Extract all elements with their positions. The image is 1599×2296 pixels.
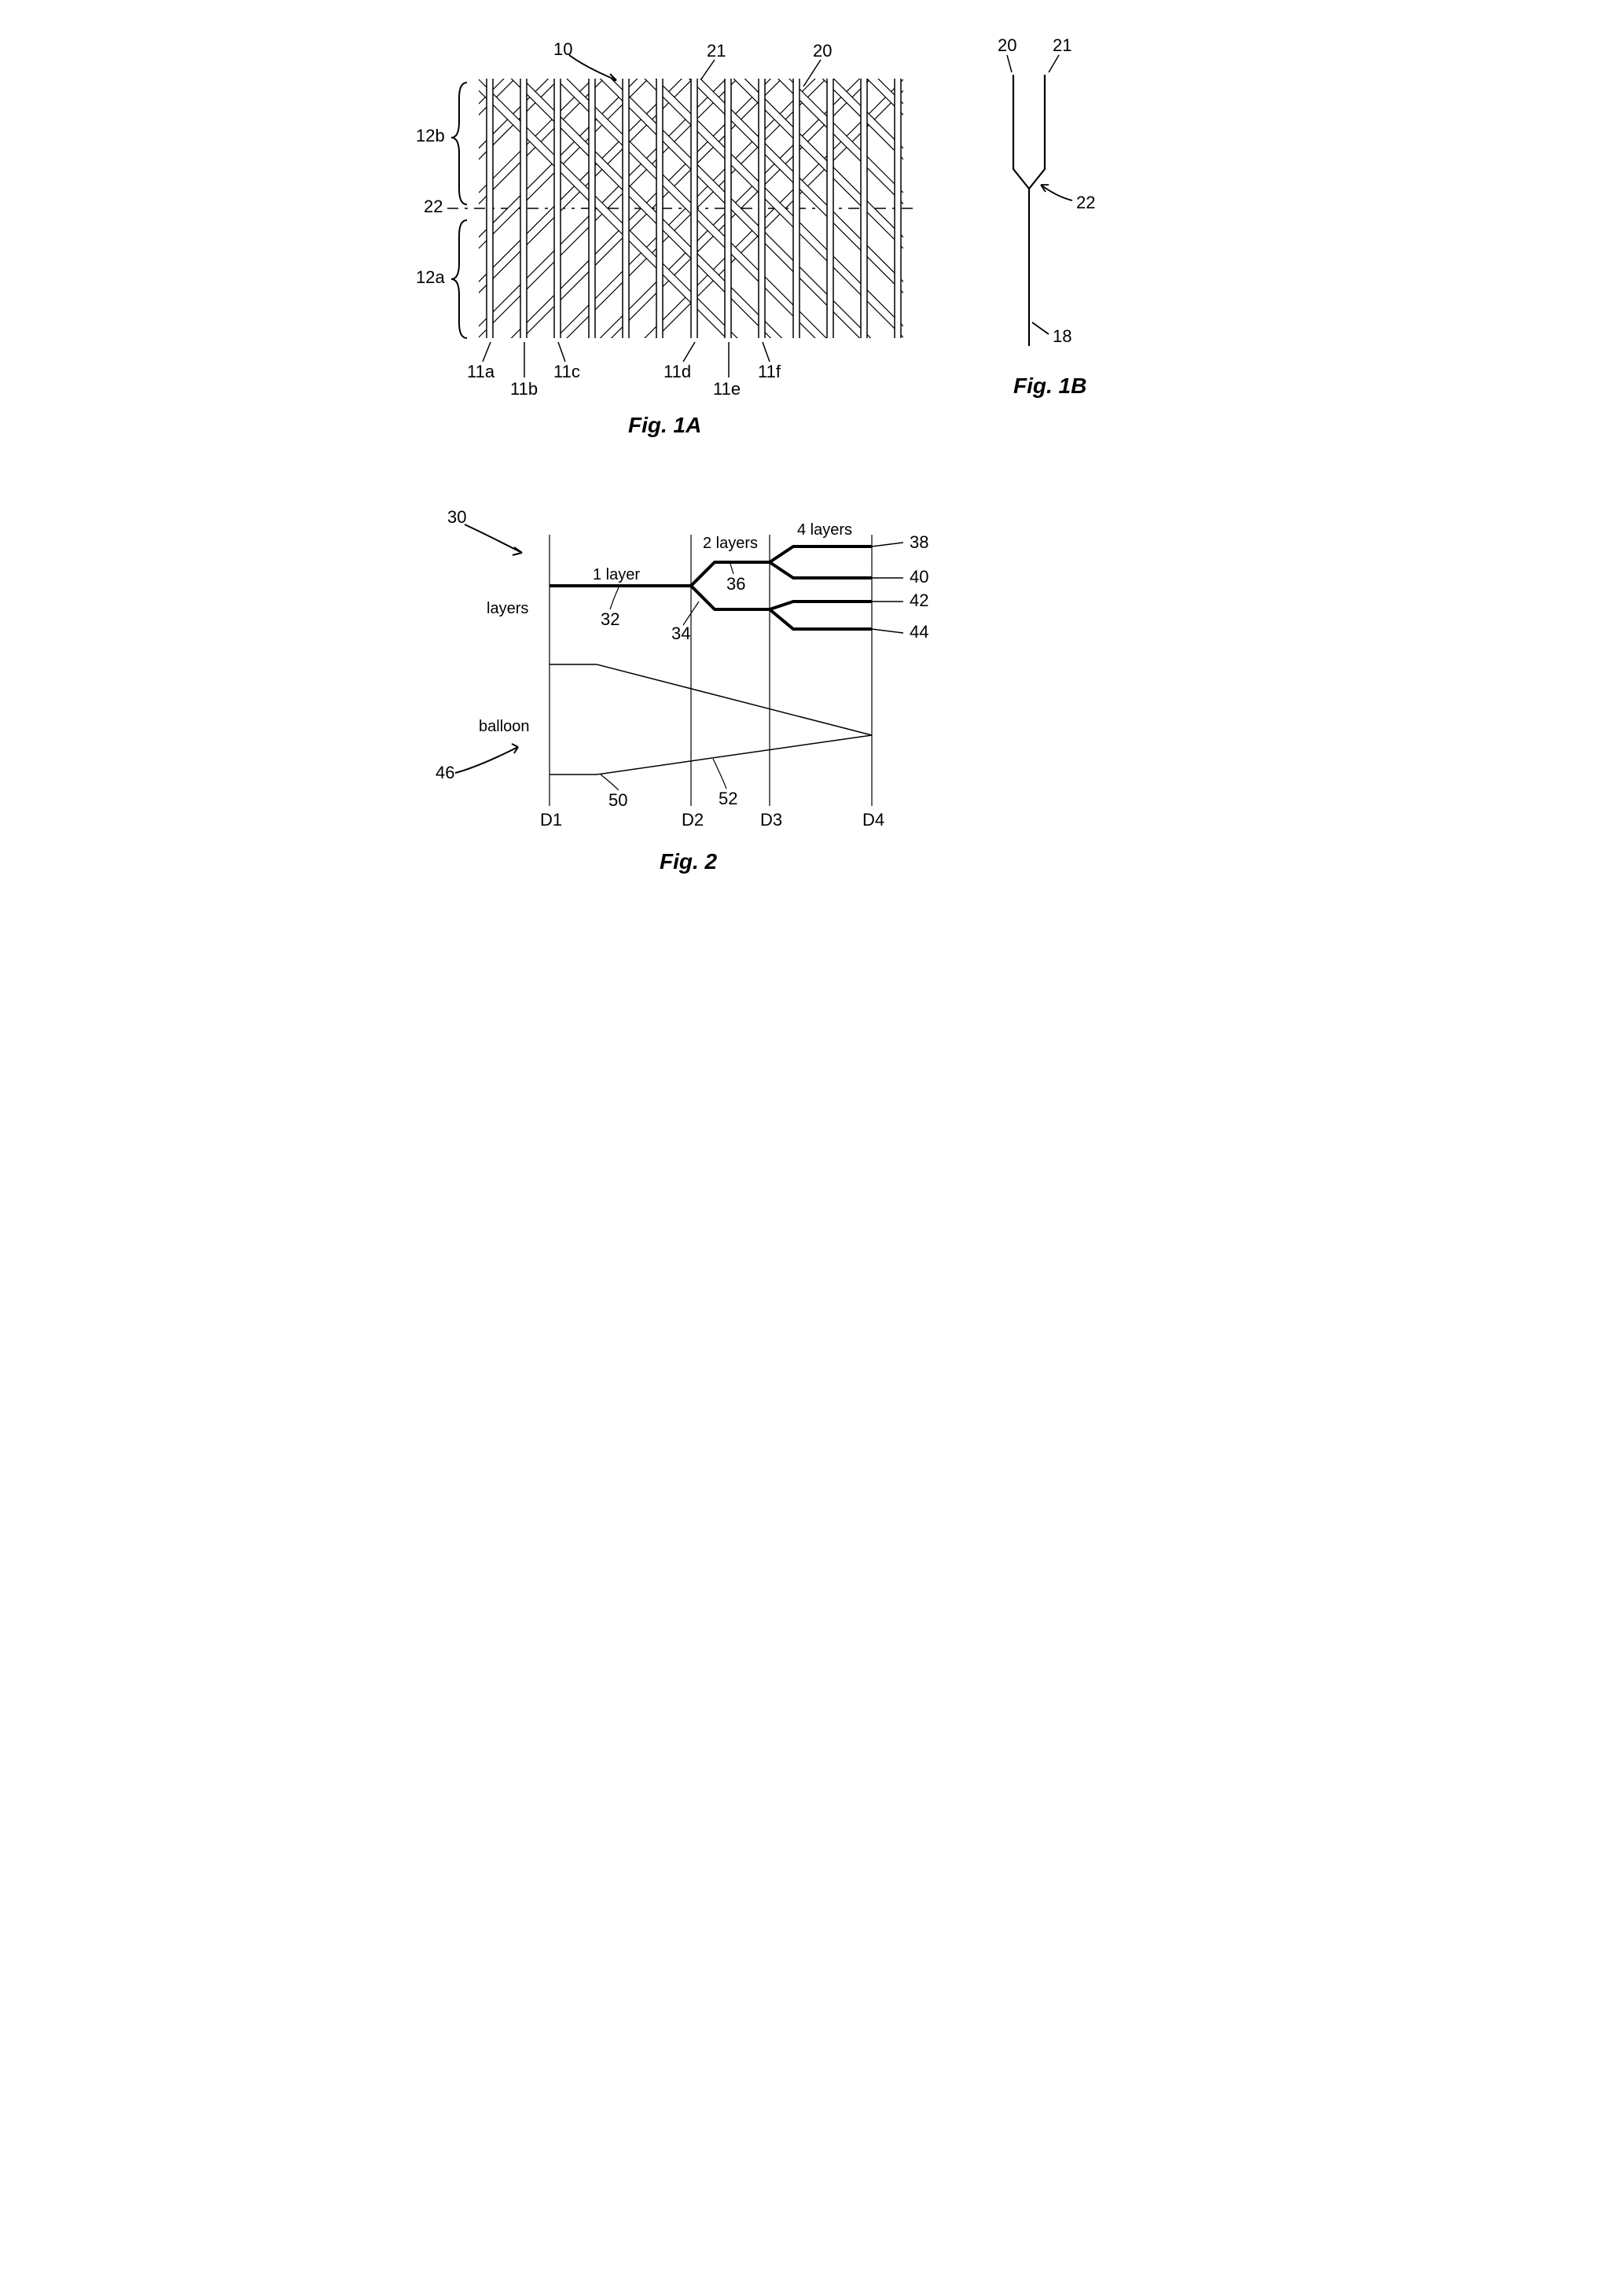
label-d3: D3 [760,810,782,830]
label-11c: 11c [553,362,580,381]
text-4layers: 4 layers [797,521,852,539]
label-11a: 11a [467,362,495,381]
label-22: 22 [424,197,443,216]
brace-12a [451,220,467,338]
arrow-30 [465,524,522,553]
label-36: 36 [726,574,745,594]
label-d4: D4 [862,810,884,830]
label-21: 21 [707,41,726,61]
label-42: 42 [910,591,928,610]
label-32: 32 [601,609,619,629]
label-d2: D2 [682,810,704,830]
label-d1: D1 [540,810,562,830]
label-11f: 11f [758,362,781,381]
fork-left [1013,75,1029,189]
fig1a-container: 10 21 20 12b 12a 22 [400,31,935,444]
leader-11a [483,342,491,362]
label-44: 44 [910,622,928,642]
fig2-container: 30 D1 D2 D3 D4 1 layer 2 layers 4 layers… [400,491,1200,904]
fig1a-caption: Fig. 1A [628,413,701,437]
label-38: 38 [910,532,928,552]
fig1a-svg: 10 21 20 12b 12a 22 [400,31,935,440]
fig1b-container: 20 21 22 18 Fig. 1B [966,31,1155,444]
label-12b: 12b [416,126,445,145]
brace-12b [451,83,467,204]
leader-21b [1049,55,1059,72]
leader-11c [558,342,565,362]
fig2-svg: 30 D1 D2 D3 D4 1 layer 2 layers 4 layers… [400,491,998,900]
label-22b: 22 [1076,193,1095,212]
text-balloon: balloon [479,718,530,735]
label-21b: 21 [1053,35,1072,55]
leader-36 [730,564,733,574]
leader-18 [1032,322,1049,334]
leader-11d [683,342,695,362]
layers-graph [550,546,872,629]
label-11e: 11e [713,379,741,399]
leader-50 [601,775,619,790]
row-fig1: 10 21 20 12b 12a 22 [400,31,1200,444]
fork-right [1029,75,1045,189]
leader-20b [1007,55,1012,72]
label-18: 18 [1053,326,1072,346]
label-11d: 11d [663,362,691,381]
label-34: 34 [671,624,690,643]
leader-52 [713,759,726,789]
label-20b: 20 [998,35,1016,55]
label-12a: 12a [416,267,445,287]
leader-32 [610,587,619,609]
text-2layers: 2 layers [703,535,758,552]
page-container: 10 21 20 12b 12a 22 [400,31,1200,904]
fig1b-caption: Fig. 1B [1013,373,1086,398]
label-40: 40 [910,567,928,587]
text-layers: layers [487,600,528,617]
arrow-10 [569,55,616,80]
fig2-caption: Fig. 2 [660,849,718,874]
text-1layer: 1 layer [593,566,640,583]
arrow-46 [455,747,518,773]
label-46: 46 [436,763,454,782]
label-20: 20 [813,41,832,61]
label-30: 30 [447,507,466,527]
leader-11f [763,342,770,362]
label-11b: 11b [510,379,538,399]
label-52: 52 [719,789,737,808]
label-50: 50 [608,790,627,810]
fig1b-svg: 20 21 22 18 Fig. 1B [966,31,1155,440]
balloon-graph [550,664,872,775]
layers-tails [872,543,903,633]
leader-22b [1041,185,1072,201]
